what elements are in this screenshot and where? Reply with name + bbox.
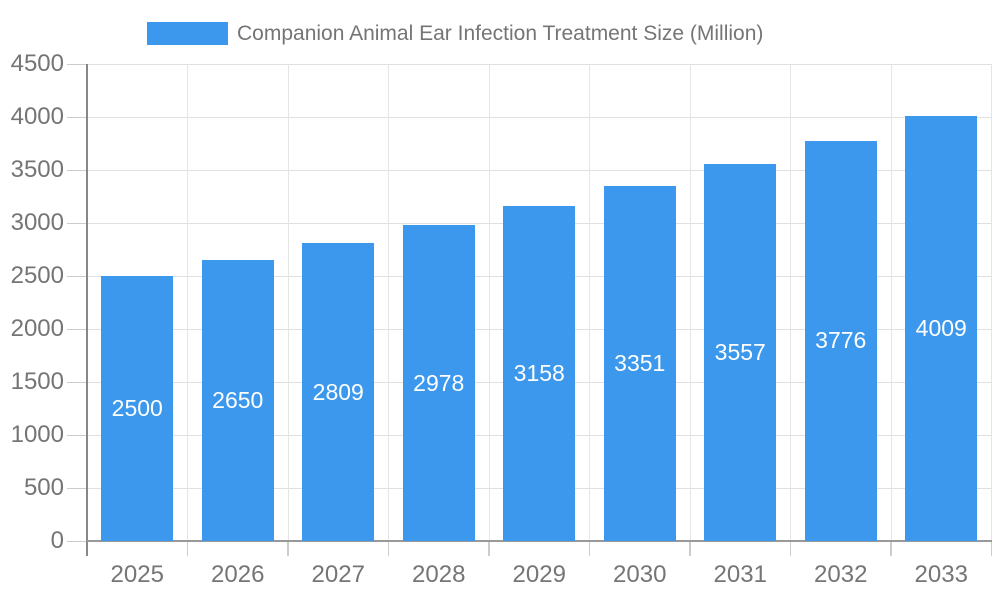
bar[interactable] — [503, 206, 576, 541]
y-tick — [67, 169, 87, 172]
v-gridline — [689, 64, 691, 541]
y-axis-label: 2500 — [10, 262, 64, 289]
x-axis-label: 2032 — [814, 561, 868, 588]
y-tick — [67, 275, 87, 278]
bar[interactable] — [101, 276, 174, 541]
y-tick — [67, 381, 87, 384]
y-tick — [67, 116, 87, 119]
x-tick — [789, 541, 792, 556]
x-axis-label: 2026 — [211, 561, 265, 588]
y-tick — [67, 434, 87, 437]
y-tick — [67, 222, 87, 225]
x-tick — [387, 541, 390, 556]
x-axis-label: 2028 — [412, 561, 466, 588]
y-axis-label: 4000 — [10, 103, 64, 130]
y-tick — [67, 63, 87, 66]
h-gridline — [87, 116, 992, 118]
bar[interactable] — [905, 116, 978, 541]
bar[interactable] — [704, 163, 777, 541]
v-gridline — [388, 64, 389, 541]
v-gridline — [589, 64, 590, 541]
y-axis-label: 1000 — [10, 421, 64, 448]
y-axis-label: 500 — [23, 474, 64, 501]
v-gridline — [790, 64, 791, 541]
bar[interactable] — [402, 225, 475, 541]
y-tick — [67, 540, 87, 543]
bar[interactable] — [201, 260, 274, 541]
v-gridline — [287, 64, 289, 541]
h-gridline — [87, 169, 992, 171]
v-gridline — [187, 64, 188, 541]
x-axis-label: 2029 — [512, 561, 566, 588]
legend-label: Companion Animal Ear Infection Treatment… — [237, 22, 764, 45]
v-gridline — [991, 64, 992, 541]
bar[interactable] — [804, 140, 877, 541]
y-axis-label: 0 — [50, 527, 64, 554]
y-tick — [67, 328, 87, 331]
x-tick — [990, 541, 993, 556]
bar[interactable] — [603, 185, 676, 541]
v-gridline — [488, 64, 490, 541]
bar[interactable] — [302, 243, 375, 541]
v-gridline — [890, 64, 892, 541]
y-axis-line — [86, 64, 88, 556]
chart-legend[interactable]: Companion Animal Ear Infection Treatment… — [147, 22, 763, 45]
y-axis-label: 1500 — [10, 368, 64, 395]
y-axis-label: 3500 — [10, 156, 64, 183]
h-gridline — [87, 63, 992, 65]
x-tick — [287, 541, 289, 556]
y-axis-label: 3000 — [10, 209, 64, 236]
x-axis-label: 2031 — [713, 561, 767, 588]
x-axis-line — [87, 540, 992, 542]
y-axis-label: 2000 — [10, 315, 64, 342]
y-tick — [67, 487, 87, 490]
y-axis-label: 4500 — [10, 50, 64, 77]
x-tick — [186, 541, 189, 556]
legend-swatch-icon — [147, 22, 228, 45]
x-axis-label: 2030 — [613, 561, 667, 588]
x-axis-label: 2027 — [311, 561, 365, 588]
x-tick — [689, 541, 691, 556]
x-axis-label: 2025 — [110, 561, 164, 588]
x-axis-label: 2033 — [914, 561, 968, 588]
x-tick — [890, 541, 892, 556]
x-tick — [488, 541, 490, 556]
x-tick — [588, 541, 591, 556]
